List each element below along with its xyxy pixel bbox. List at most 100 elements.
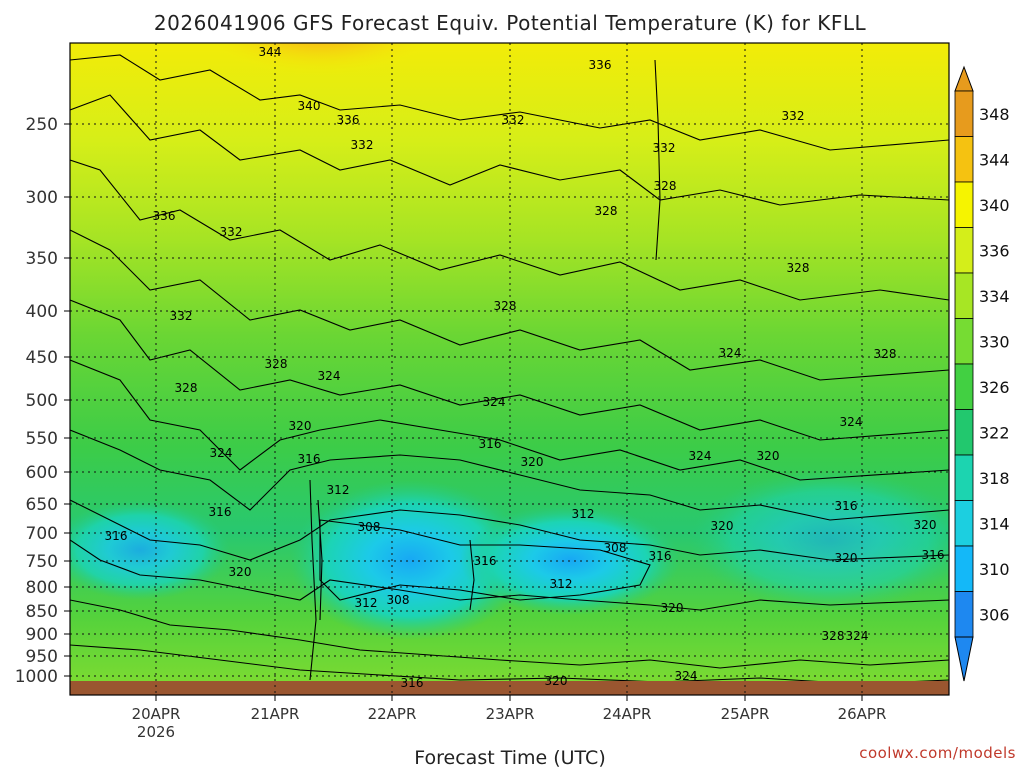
contour-label: 336 bbox=[589, 58, 612, 72]
contour-label: 332 bbox=[220, 225, 243, 239]
y-tick-label: 250 bbox=[26, 115, 58, 135]
x-tick-sublabel: 2026 bbox=[137, 723, 175, 741]
x-tick-label: 21APR bbox=[251, 705, 300, 723]
y-tick-label: 650 bbox=[26, 495, 58, 515]
contour-label: 328 bbox=[494, 299, 517, 313]
x-tick-label: 26APR bbox=[838, 705, 887, 723]
y-tick-label: 900 bbox=[26, 625, 58, 645]
contour-label: 320 bbox=[914, 518, 937, 532]
contour-lines bbox=[70, 54, 949, 685]
y-tick-label: 500 bbox=[26, 391, 58, 411]
contour-label: 344 bbox=[259, 45, 282, 59]
contour-label: 320 bbox=[835, 551, 858, 565]
contour-label: 320 bbox=[661, 601, 684, 615]
chart-title: 2026041906 GFS Forecast Equiv. Potential… bbox=[154, 11, 867, 35]
contour-label: 332 bbox=[502, 113, 525, 127]
contour-labels: 344 340 336 336 336 332 332 332 332 332 332 328 328 3… bbox=[105, 45, 945, 690]
y-tick-label: 550 bbox=[26, 429, 58, 449]
contour-label: 320 bbox=[711, 519, 734, 533]
contour-label: 312 bbox=[327, 483, 350, 497]
contour-label: 324 bbox=[689, 449, 712, 463]
contour-label: 308 bbox=[358, 520, 381, 534]
grid-lines bbox=[70, 43, 949, 695]
contour-label: 316 bbox=[105, 529, 128, 543]
contour-label: 316 bbox=[649, 549, 672, 563]
contour-label: 324 bbox=[675, 669, 698, 683]
colorbar-segment bbox=[954, 545, 974, 592]
y-tick-label: 800 bbox=[26, 578, 58, 598]
y-tick-label: 950 bbox=[26, 647, 58, 667]
y-tick-label: 850 bbox=[26, 602, 58, 622]
x-tick-label: 25APR bbox=[721, 705, 770, 723]
colorbar-label: 344 bbox=[979, 151, 1010, 170]
contour-label: 324 bbox=[840, 415, 863, 429]
contour-label: 336 bbox=[337, 113, 360, 127]
colorbar-label: 340 bbox=[979, 196, 1010, 215]
contour-label: 312 bbox=[355, 596, 378, 610]
colorbar-segment bbox=[954, 591, 974, 638]
contour-label: 324 bbox=[318, 369, 341, 383]
y-tick-label: 300 bbox=[26, 188, 58, 208]
contour-label: 332 bbox=[170, 309, 193, 323]
colorbar-label: 330 bbox=[979, 333, 1010, 352]
contour-label: 320 bbox=[757, 449, 780, 463]
contour-label: 320 bbox=[229, 565, 252, 579]
ground-strip bbox=[70, 681, 949, 695]
cool-region-main bbox=[290, 480, 530, 640]
y-tick-label: 700 bbox=[26, 524, 58, 544]
contour-label: 316 bbox=[835, 499, 858, 513]
contour-label: 312 bbox=[550, 577, 573, 591]
contour-label: 328 bbox=[654, 179, 677, 193]
contour-label: 332 bbox=[653, 141, 676, 155]
contour-label: 308 bbox=[387, 593, 410, 607]
y-tick-label: 750 bbox=[26, 552, 58, 572]
colorbar-segment bbox=[954, 500, 974, 547]
contour-label: 340 bbox=[298, 99, 321, 113]
colorbar-label: 348 bbox=[979, 105, 1010, 124]
contour-label: 332 bbox=[351, 138, 374, 152]
contour-label: 316 bbox=[922, 548, 945, 562]
y-axis: 250 300 350 400 450 500 550 600 650 700 750 800 850 9… bbox=[15, 115, 70, 687]
colorbar-bottom-arrow bbox=[954, 636, 974, 682]
contour-label: 320 bbox=[545, 674, 568, 688]
colorbar: 348 344 340 336 334 330 326 322 318 314 310 306 bbox=[954, 65, 1010, 682]
plot-area: 344 340 336 336 336 332 332 332 332 332 332 328 328 3… bbox=[70, 43, 949, 695]
colorbar-segment bbox=[954, 409, 974, 456]
contour-label: 320 bbox=[521, 455, 544, 469]
colorbar-segment bbox=[954, 318, 974, 365]
contour-label: 316 bbox=[474, 554, 497, 568]
colorbar-top-arrow bbox=[954, 65, 974, 92]
colorbar-segment bbox=[954, 272, 974, 319]
contour-label: 328 bbox=[265, 357, 288, 371]
contour-label: 316 bbox=[479, 437, 502, 451]
contour-label: 324 bbox=[846, 629, 869, 643]
y-tick-label: 600 bbox=[26, 463, 58, 483]
contour-label: 316 bbox=[209, 505, 232, 519]
contour-label: 320 bbox=[289, 419, 312, 433]
contour-label: 336 bbox=[153, 209, 176, 223]
colorbar-label: 310 bbox=[979, 560, 1010, 579]
contour-label: 328 bbox=[874, 347, 897, 361]
contour-label: 312 bbox=[572, 507, 595, 521]
contour-label: 332 bbox=[782, 109, 805, 123]
contour-label: 316 bbox=[298, 452, 321, 466]
y-tick-label: 1000 bbox=[15, 667, 58, 687]
contour-label: 324 bbox=[483, 395, 506, 409]
y-tick-label: 450 bbox=[26, 348, 58, 368]
colorbar-label: 334 bbox=[979, 287, 1010, 306]
x-axis-label: Forecast Time (UTC) bbox=[414, 747, 605, 768]
colorbar-segment bbox=[954, 181, 974, 228]
x-tick-label: 23APR bbox=[486, 705, 535, 723]
y-tick-label: 400 bbox=[26, 302, 58, 322]
y-tick-label: 350 bbox=[26, 249, 58, 269]
colorbar-label: 326 bbox=[979, 378, 1010, 397]
colorbar-label: 306 bbox=[979, 606, 1010, 625]
colorbar-segment bbox=[954, 363, 974, 410]
cool-region-left bbox=[70, 500, 230, 600]
colorbar-segment bbox=[954, 227, 974, 274]
cool-region-east bbox=[690, 470, 949, 610]
contour-label: 316 bbox=[401, 676, 424, 690]
contour-label: 328 bbox=[787, 261, 810, 275]
